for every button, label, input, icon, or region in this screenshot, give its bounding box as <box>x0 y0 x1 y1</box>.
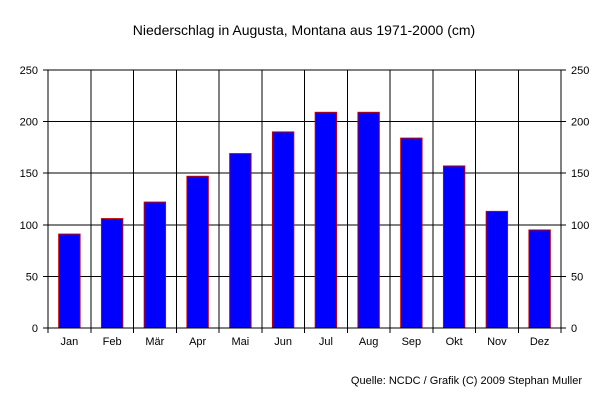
y-tick-label-right: 250 <box>571 65 589 77</box>
bar-jul <box>314 111 338 329</box>
x-tick-label: Nov <box>487 336 507 348</box>
y-tick-label-left: 200 <box>20 117 38 129</box>
y-tick-label-left: 250 <box>20 65 38 77</box>
y-tick-label-right: 100 <box>571 220 589 232</box>
x-tick-label: Feb <box>103 336 122 348</box>
x-tick-label: Aug <box>359 336 379 348</box>
x-tick-label: Sep <box>402 336 422 348</box>
y-tick-label-left: 100 <box>20 220 38 232</box>
y-tick-label-right: 50 <box>571 271 583 283</box>
y-tick-label-left: 150 <box>20 168 38 180</box>
bar-sep <box>400 137 423 329</box>
x-tick-label: Jul <box>319 336 333 348</box>
bar-feb <box>100 218 124 329</box>
y-axis-right: 0 50 100 150 200 250 <box>561 65 589 335</box>
bar-jan <box>58 233 81 329</box>
y-tick-label-right: 0 <box>571 323 577 335</box>
x-axis: Jan Feb Mär Apr Mai Jun Jul Aug Sep Okt Nov Dez <box>47 328 562 348</box>
grid-lines <box>48 69 561 329</box>
x-tick-label: Okt <box>446 336 463 348</box>
x-tick-label: Jun <box>274 336 292 348</box>
bar-aug <box>357 111 380 329</box>
bar-apr <box>186 175 209 329</box>
bar-nov <box>485 210 509 329</box>
x-tick-label: Jan <box>61 336 79 348</box>
y-tick-label-left: 0 <box>32 323 38 335</box>
x-tick-label: Apr <box>189 336 206 348</box>
y-tick-label-right: 200 <box>571 117 589 129</box>
y-axis-left: 0 50 100 150 200 250 <box>20 65 48 335</box>
y-tick-label-right: 150 <box>571 168 589 180</box>
bar-okt <box>442 165 466 329</box>
bar-dez <box>528 229 551 329</box>
x-tick-label: Dez <box>530 336 550 348</box>
y-tick-label-left: 50 <box>26 271 38 283</box>
x-tick-label: Mär <box>145 336 164 348</box>
bar-mai <box>229 153 252 329</box>
x-tick-label: Mai <box>232 336 250 348</box>
bar-jun <box>271 131 295 329</box>
bar-mär <box>143 201 167 329</box>
chart-title: Niederschlag in Augusta, Montana aus 197… <box>133 22 475 38</box>
source-note: Quelle: NCDC / Grafik (C) 2009 Stephan M… <box>351 375 582 387</box>
